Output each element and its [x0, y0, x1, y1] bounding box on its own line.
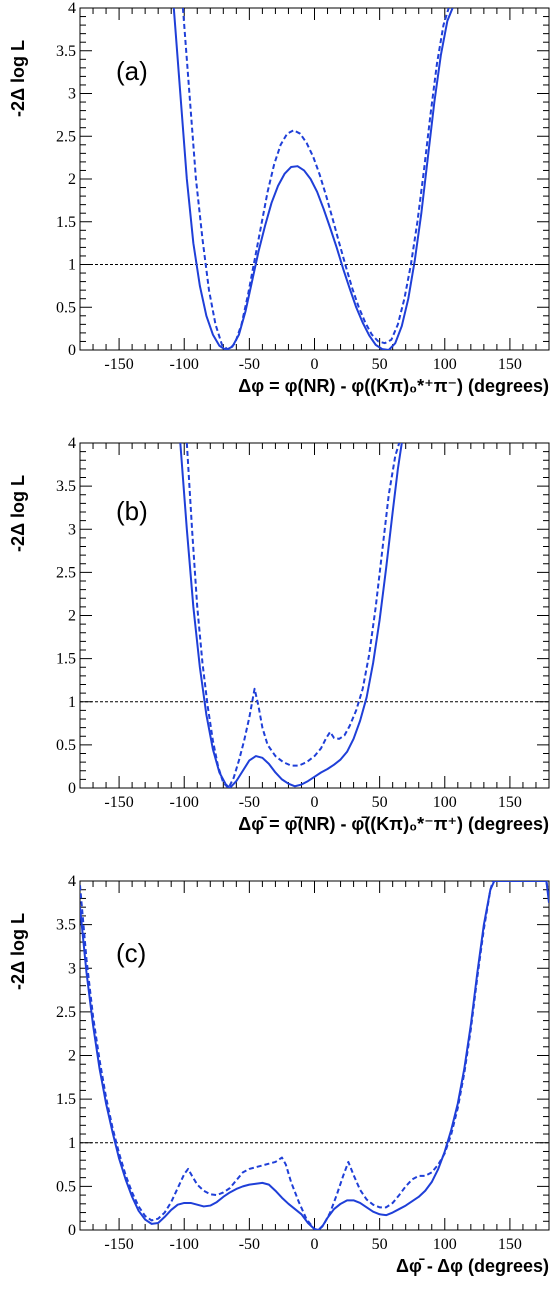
panel-c-y-tick-label: 1.5: [56, 1091, 76, 1108]
panel-a-dashed-curve: [181, 8, 450, 350]
panel-b-x-tick-label: 0: [311, 794, 319, 811]
panel-a-y-axis-title: -2Δ log L: [8, 40, 28, 117]
panel-a-y-tick-label: 0: [68, 342, 76, 359]
panel-b-y-tick-label: 0: [68, 780, 76, 797]
panel-c-y-tick-label: 0: [68, 1222, 76, 1239]
panel-b-x-axis-title: Δφ̄ = φ̄(NR) - φ̄((Kπ)₀*⁻π⁺) (degrees): [238, 814, 549, 834]
panel-c: -150 -100 -50 0 50 100 150 0 0.5 1 1.5 2 2.5 3 3.5 4 (c)…: [8, 873, 550, 1276]
panel-b-y-tick-label: 1: [68, 694, 76, 711]
panel-a-solid-curve: [172, 8, 454, 350]
panel-c-y-tick-label: 2: [68, 1048, 76, 1065]
panel-b-y-tick-label: 3: [68, 521, 76, 538]
panel-a-y-tick-label: 4: [68, 0, 76, 17]
panel-c-x-tick-label: -100: [170, 1236, 199, 1253]
panel-a-plot-frame: [79, 7, 550, 351]
panel-b-y-tick-label: 2.5: [56, 564, 76, 581]
panel-a-y-tick-label: 2.5: [56, 128, 76, 145]
panel-a-x-tick-label: -50: [239, 356, 260, 373]
panel-c-plot-frame: [79, 880, 550, 1231]
panel-b-x-tick-label: -150: [104, 794, 133, 811]
panel-c-x-tick-label: 150: [498, 1236, 522, 1253]
panel-a-y-tick-label: 1: [68, 257, 76, 274]
panel-a-x-tick-label: 150: [498, 356, 522, 373]
panel-a-x-tick-label: -150: [104, 356, 133, 373]
panel-c-x-tick-label: -50: [239, 1236, 260, 1253]
panel-c-x-tick-label: 0: [311, 1236, 319, 1253]
panel-c-solid-curve: [80, 881, 549, 1230]
panel-b-dashed-curve: [185, 443, 401, 788]
panel-a-y-tick-label: 2: [68, 171, 76, 188]
panel-b-x-tick-label: 50: [372, 794, 388, 811]
panel-c-y-tick-label: 2.5: [56, 1004, 76, 1021]
panel-a-y-tick-label: 3: [68, 86, 76, 103]
panel-a-label: (a): [116, 56, 148, 86]
panel-c-y-tick-label: 4: [68, 873, 76, 890]
panel-a-y-tick-label: 1.5: [56, 214, 76, 231]
panel-c-x-tick-label: 50: [372, 1236, 388, 1253]
panel-c-label: (c): [116, 938, 146, 968]
panel-b-plot-frame: [79, 442, 550, 789]
panel-a-x-tick-label: 50: [372, 356, 388, 373]
panel-a-y-tick-label: 0.5: [56, 299, 76, 316]
panel-c-y-tick-label: 3.5: [56, 917, 76, 934]
panel-b-x-tick-label: -100: [170, 794, 199, 811]
panel-c-curves: [80, 881, 549, 1230]
panel-c-x-tick-label: 100: [433, 1236, 457, 1253]
panel-c-y-tick-label: 3: [68, 960, 76, 977]
panel-b-x-tick-label: 150: [498, 794, 522, 811]
panel-c-y-tick-label: 0.5: [56, 1178, 76, 1195]
panel-b-y-tick-label: 1.5: [56, 651, 76, 668]
panel-c-x-axis-title: Δφ̄ - Δφ (degrees): [396, 1256, 549, 1276]
panel-a-x-tick-label: -100: [170, 356, 199, 373]
panel-b-solid-curve: [179, 443, 403, 788]
panel-c-y-tick-label: 1: [68, 1135, 76, 1152]
panel-b-curves: [179, 443, 403, 788]
panel-c-y-axis-title: -2Δ log L: [8, 913, 28, 990]
panel-b: -150 -100 -50 0 50 100 150 0 0.5 1 1.5 2 2.5 3 3.5 4 (b)…: [8, 435, 550, 834]
panel-b-x-tick-label: 100: [433, 794, 457, 811]
panel-b-y-tick-label: 4: [68, 435, 76, 452]
panel-a-x-tick-label: 0: [311, 356, 319, 373]
panel-c-x-tick-label: -150: [104, 1236, 133, 1253]
panel-b-x-tick-label: -50: [239, 794, 260, 811]
panel-a: -150 -100 -50 0 50 100 150 0 0.5 1 1.5 2 2.5 3 3.5 4 (a)…: [8, 0, 550, 396]
panel-a-y-tick-label: 3.5: [56, 43, 76, 60]
panel-b-y-axis-title: -2Δ log L: [8, 475, 28, 552]
panel-b-y-tick-label: 3.5: [56, 478, 76, 495]
panel-a-x-axis-title: Δφ = φ(NR) - φ((Kπ)₀*⁺π⁻) (degrees): [238, 376, 549, 396]
panel-b-label: (b): [116, 496, 148, 526]
panel-b-y-tick-label: 2: [68, 608, 76, 625]
panel-c-dashed-curve: [80, 881, 549, 1230]
panel-b-y-tick-label: 0.5: [56, 737, 76, 754]
panel-a-x-tick-label: 100: [433, 356, 457, 373]
panel-a-curves: [172, 8, 454, 350]
